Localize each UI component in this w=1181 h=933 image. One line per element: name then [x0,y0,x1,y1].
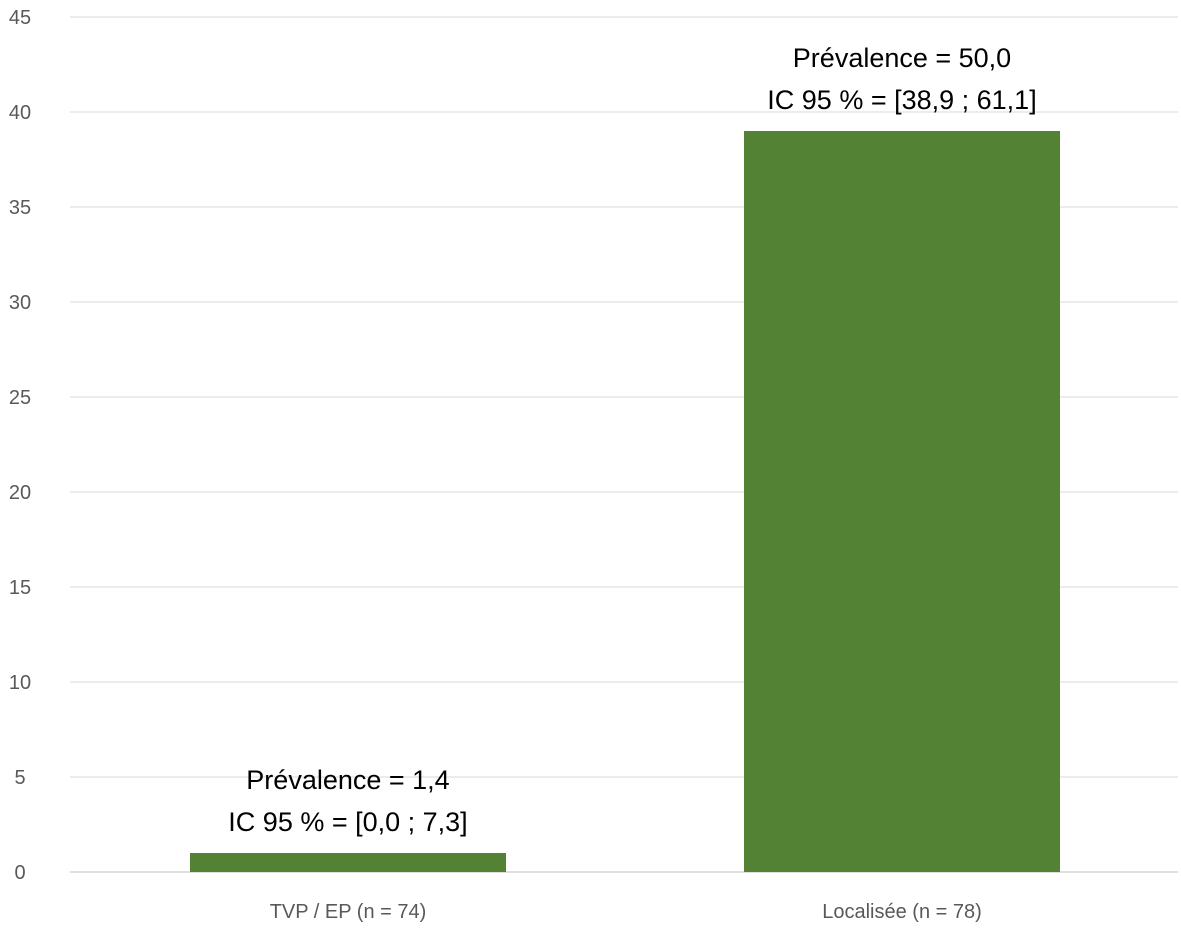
y-tick-label: 35 [9,197,31,219]
y-tick-label: 40 [9,102,31,124]
y-tick-label: 10 [9,672,31,694]
data-label: IC 95 % = [38,9 ; 61,1] [767,85,1036,115]
y-tick-label: 30 [9,292,31,314]
data-annotations: Prévalence = 1,4 IC 95 % = [0,0 ; 7,3] Pré… [228,43,1036,837]
x-category-label: TVP / EP (n = 74) [270,901,427,923]
y-tick-label: 15 [9,577,31,599]
gridlines [70,16,1178,873]
y-tick-label: 5 [14,767,25,789]
bars [190,131,1060,872]
y-tick-label: 0 [14,862,25,884]
x-category-label: Localisée (n = 78) [822,901,982,923]
bar [190,853,506,872]
data-label: IC 95 % = [0,0 ; 7,3] [228,807,467,837]
x-axis-category-labels: TVP / EP (n = 74) Localisée (n = 78) [270,901,982,923]
y-tick-label: 45 [9,7,31,29]
y-tick-label: 25 [9,387,31,409]
y-axis-tick-labels: 0 5 10 15 20 25 30 35 40 45 [9,7,31,884]
bar [744,131,1060,872]
data-label: Prévalence = 1,4 [246,765,449,795]
y-tick-label: 20 [9,482,31,504]
data-label: Prévalence = 50,0 [793,43,1011,73]
